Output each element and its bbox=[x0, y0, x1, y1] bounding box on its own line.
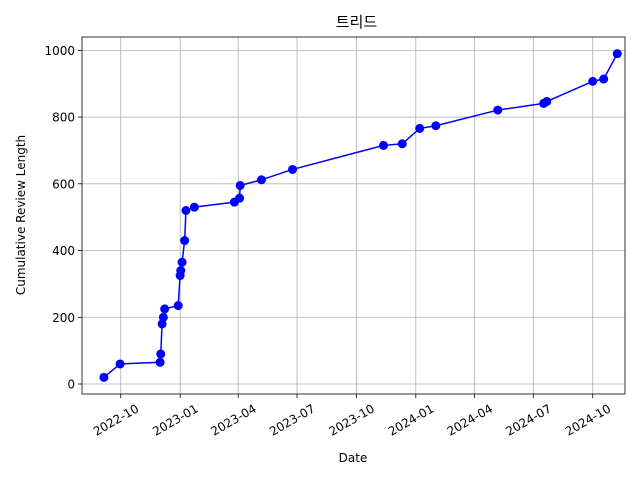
x-tick-label: 2024-01 bbox=[386, 401, 436, 438]
x-tick-label: 2023-01 bbox=[150, 401, 200, 438]
data-point bbox=[287, 164, 297, 174]
data-point bbox=[181, 205, 191, 215]
x-tick-label: 2022-10 bbox=[91, 401, 141, 438]
y-axis-ticks: 0 200 400 600 800 1000 bbox=[44, 44, 82, 391]
data-point bbox=[155, 357, 165, 367]
data-point bbox=[397, 139, 407, 149]
data-point bbox=[180, 236, 190, 246]
data-point bbox=[542, 96, 552, 106]
data-point bbox=[99, 372, 109, 382]
y-tick-label: 400 bbox=[52, 244, 75, 258]
data-point bbox=[156, 349, 166, 359]
data-point bbox=[256, 175, 266, 185]
grid bbox=[82, 37, 625, 394]
x-tick-label: 2024-04 bbox=[445, 401, 495, 438]
x-tick-label: 2023-07 bbox=[267, 401, 317, 438]
data-point bbox=[431, 121, 441, 131]
data-point bbox=[415, 123, 425, 133]
x-axis-ticks: 2022-10 2023-01 2023-04 2023-07 2023-10 2024-… bbox=[91, 394, 613, 439]
data-point bbox=[588, 76, 598, 86]
data-point bbox=[493, 105, 503, 115]
data-point bbox=[379, 140, 389, 150]
data-series bbox=[99, 49, 622, 382]
data-point bbox=[177, 257, 187, 267]
data-point bbox=[115, 359, 125, 369]
data-point bbox=[235, 193, 245, 203]
y-axis-label: Cumulative Review Length bbox=[14, 135, 28, 295]
data-point bbox=[157, 319, 167, 329]
data-point bbox=[599, 74, 609, 84]
plot-frame bbox=[81, 36, 626, 395]
data-point bbox=[612, 49, 622, 59]
x-tick-label: 2023-10 bbox=[326, 401, 376, 438]
data-point bbox=[160, 304, 170, 314]
y-tick-label: 1000 bbox=[44, 44, 75, 58]
y-tick-label: 200 bbox=[52, 311, 75, 325]
data-point bbox=[173, 301, 183, 311]
data-point bbox=[176, 266, 186, 276]
y-tick-label: 0 bbox=[67, 377, 75, 391]
data-point bbox=[235, 180, 245, 190]
data-point bbox=[189, 202, 199, 212]
y-tick-label: 800 bbox=[52, 111, 75, 125]
x-tick-label: 2023-04 bbox=[208, 401, 258, 438]
data-point bbox=[158, 312, 168, 322]
x-tick-label: 2024-10 bbox=[563, 401, 613, 438]
x-axis-label: Date bbox=[339, 451, 368, 465]
y-tick-label: 600 bbox=[52, 177, 75, 191]
x-tick-label: 2024-07 bbox=[503, 401, 553, 438]
chart-title: 트리드 bbox=[336, 13, 378, 31]
